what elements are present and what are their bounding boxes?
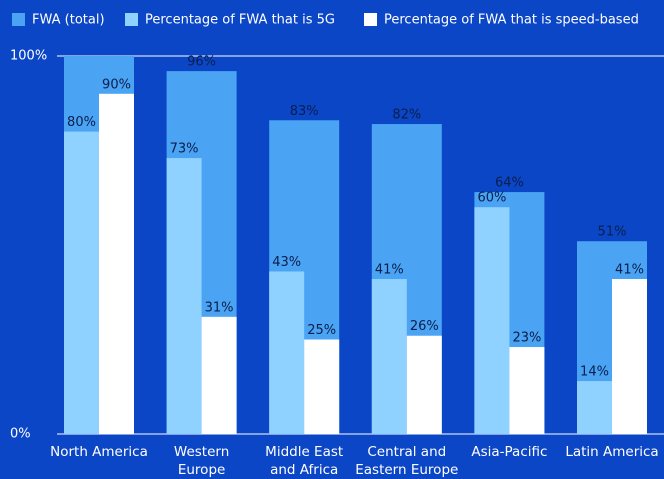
- data-label: 82%: [392, 108, 421, 123]
- data-label: 14%: [580, 365, 609, 380]
- data-label: 83%: [290, 104, 319, 119]
- legend-label: Percentage of FWA that is speed-based: [384, 13, 639, 28]
- data-label: 25%: [307, 323, 336, 338]
- data-label: 43%: [272, 255, 301, 270]
- data-label: 96%: [187, 55, 216, 70]
- data-label: 51%: [598, 225, 627, 240]
- y-tick-label: 0%: [10, 427, 31, 442]
- bar: [269, 271, 305, 434]
- data-label: 41%: [375, 263, 404, 278]
- x-tick-label: Middle East and Africa: [265, 444, 344, 478]
- data-label: 73%: [170, 142, 199, 157]
- bar: [304, 339, 340, 434]
- data-label: 41%: [615, 263, 644, 278]
- legend-label: FWA (total): [32, 13, 105, 28]
- legend-swatch: [364, 13, 377, 26]
- legend-swatch: [12, 13, 25, 26]
- x-tick-label: North America: [50, 444, 148, 460]
- x-tick-label: Central and Eastern Europe: [355, 444, 459, 478]
- data-label: 31%: [205, 300, 234, 315]
- bar: [406, 335, 442, 434]
- bar: [99, 93, 134, 435]
- x-tick-label: Western Europe: [173, 444, 230, 478]
- bar: [64, 131, 99, 434]
- y-tick-label: 100%: [10, 49, 47, 64]
- bar: [474, 207, 510, 434]
- data-label: 80%: [67, 115, 96, 130]
- legend-swatch: [125, 13, 138, 26]
- data-label: 60%: [477, 191, 506, 206]
- data-label: 90%: [102, 77, 131, 92]
- data-label: 23%: [512, 331, 541, 346]
- x-tick-label: Asia-Pacific: [471, 444, 548, 460]
- bar: [577, 381, 612, 434]
- x-tick-label: Latin America: [565, 444, 659, 460]
- bar: [371, 279, 407, 434]
- data-label: 64%: [495, 176, 524, 191]
- data-label: 26%: [410, 319, 439, 334]
- bar: [201, 316, 237, 434]
- bar: [612, 279, 647, 434]
- bar: [509, 347, 545, 434]
- legend-label: Percentage of FWA that is 5G: [145, 13, 335, 28]
- bar: [166, 158, 202, 434]
